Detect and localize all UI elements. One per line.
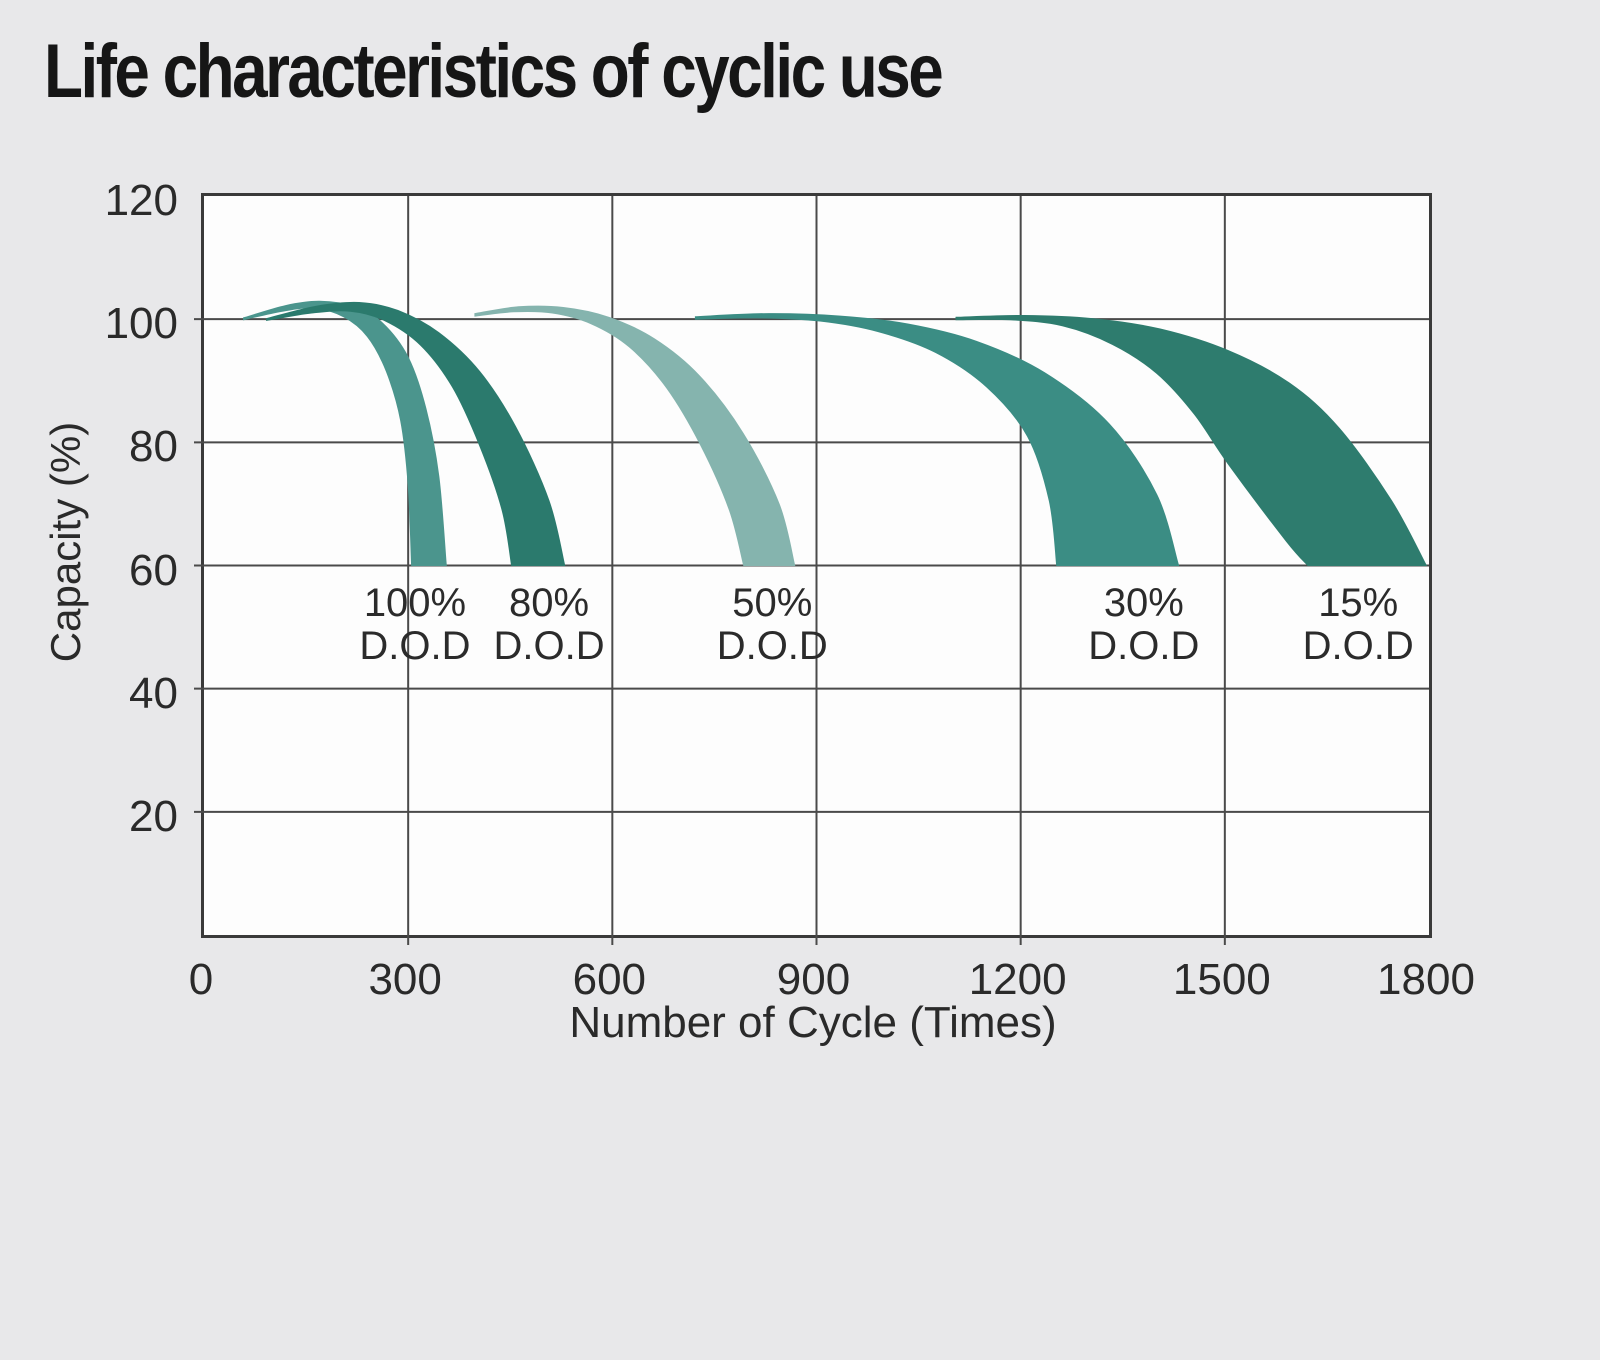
y-tick-label-60: 60	[129, 545, 178, 595]
y-tick-label-40: 40	[129, 668, 178, 718]
dod-percent-text: 15%	[1318, 580, 1399, 625]
dod-text: D.O.D	[1088, 623, 1200, 668]
y-tick-label-20: 20	[129, 791, 178, 841]
band-15-d-o-d	[955, 314, 1428, 566]
y-tick-label-80: 80	[129, 422, 178, 472]
cycle-life-chart	[194, 196, 1429, 945]
dod-percent-text: 80%	[509, 580, 590, 625]
dod-percent-text: 100%	[363, 580, 467, 625]
dod-percent-text: 30%	[1103, 580, 1184, 625]
band-50-d-o-d	[474, 305, 796, 566]
x-tick-label-1200: 1200	[968, 955, 1067, 1004]
plot-area: 100% D.O.D 80% D.O.D 50% D.O.D 30% D.O.D 15% D.O.…	[194, 193, 1432, 945]
dod-text: D.O.D	[359, 623, 471, 668]
dod-label-100: 100% D.O.D	[359, 580, 471, 668]
chart-title: Life characteristics of cyclic use	[44, 29, 944, 114]
x-tick-label-300: 300	[368, 955, 442, 1004]
x-tick-label-1800: 1800	[1377, 955, 1475, 1004]
x-tick-label-900: 900	[776, 955, 851, 1004]
dod-percent-text: 50%	[732, 580, 813, 625]
band-80-d-o-d	[266, 301, 566, 566]
x-tick-label-600: 600	[572, 955, 647, 1004]
y-tick-label-100: 100	[104, 299, 178, 349]
dod-text: D.O.D	[716, 623, 828, 668]
dod-label-50: 50% D.O.D	[716, 580, 828, 668]
x-tick-label-0: 0	[188, 955, 214, 1004]
dod-text: D.O.D	[493, 623, 605, 668]
x-axis-title: Number of Cycle (Times)	[569, 998, 1057, 1047]
dod-label-80: 80% D.O.D	[493, 580, 605, 668]
y-tick-label-120: 120	[104, 176, 178, 225]
dod-text: D.O.D	[1302, 623, 1414, 668]
x-tick-label-1500: 1500	[1172, 955, 1271, 1004]
y-axis-title: Capacity (%)	[42, 421, 89, 663]
dod-label-30: 30% D.O.D	[1088, 580, 1200, 668]
band-30-d-o-d	[694, 313, 1180, 566]
dod-label-15: 15% D.O.D	[1302, 580, 1414, 668]
